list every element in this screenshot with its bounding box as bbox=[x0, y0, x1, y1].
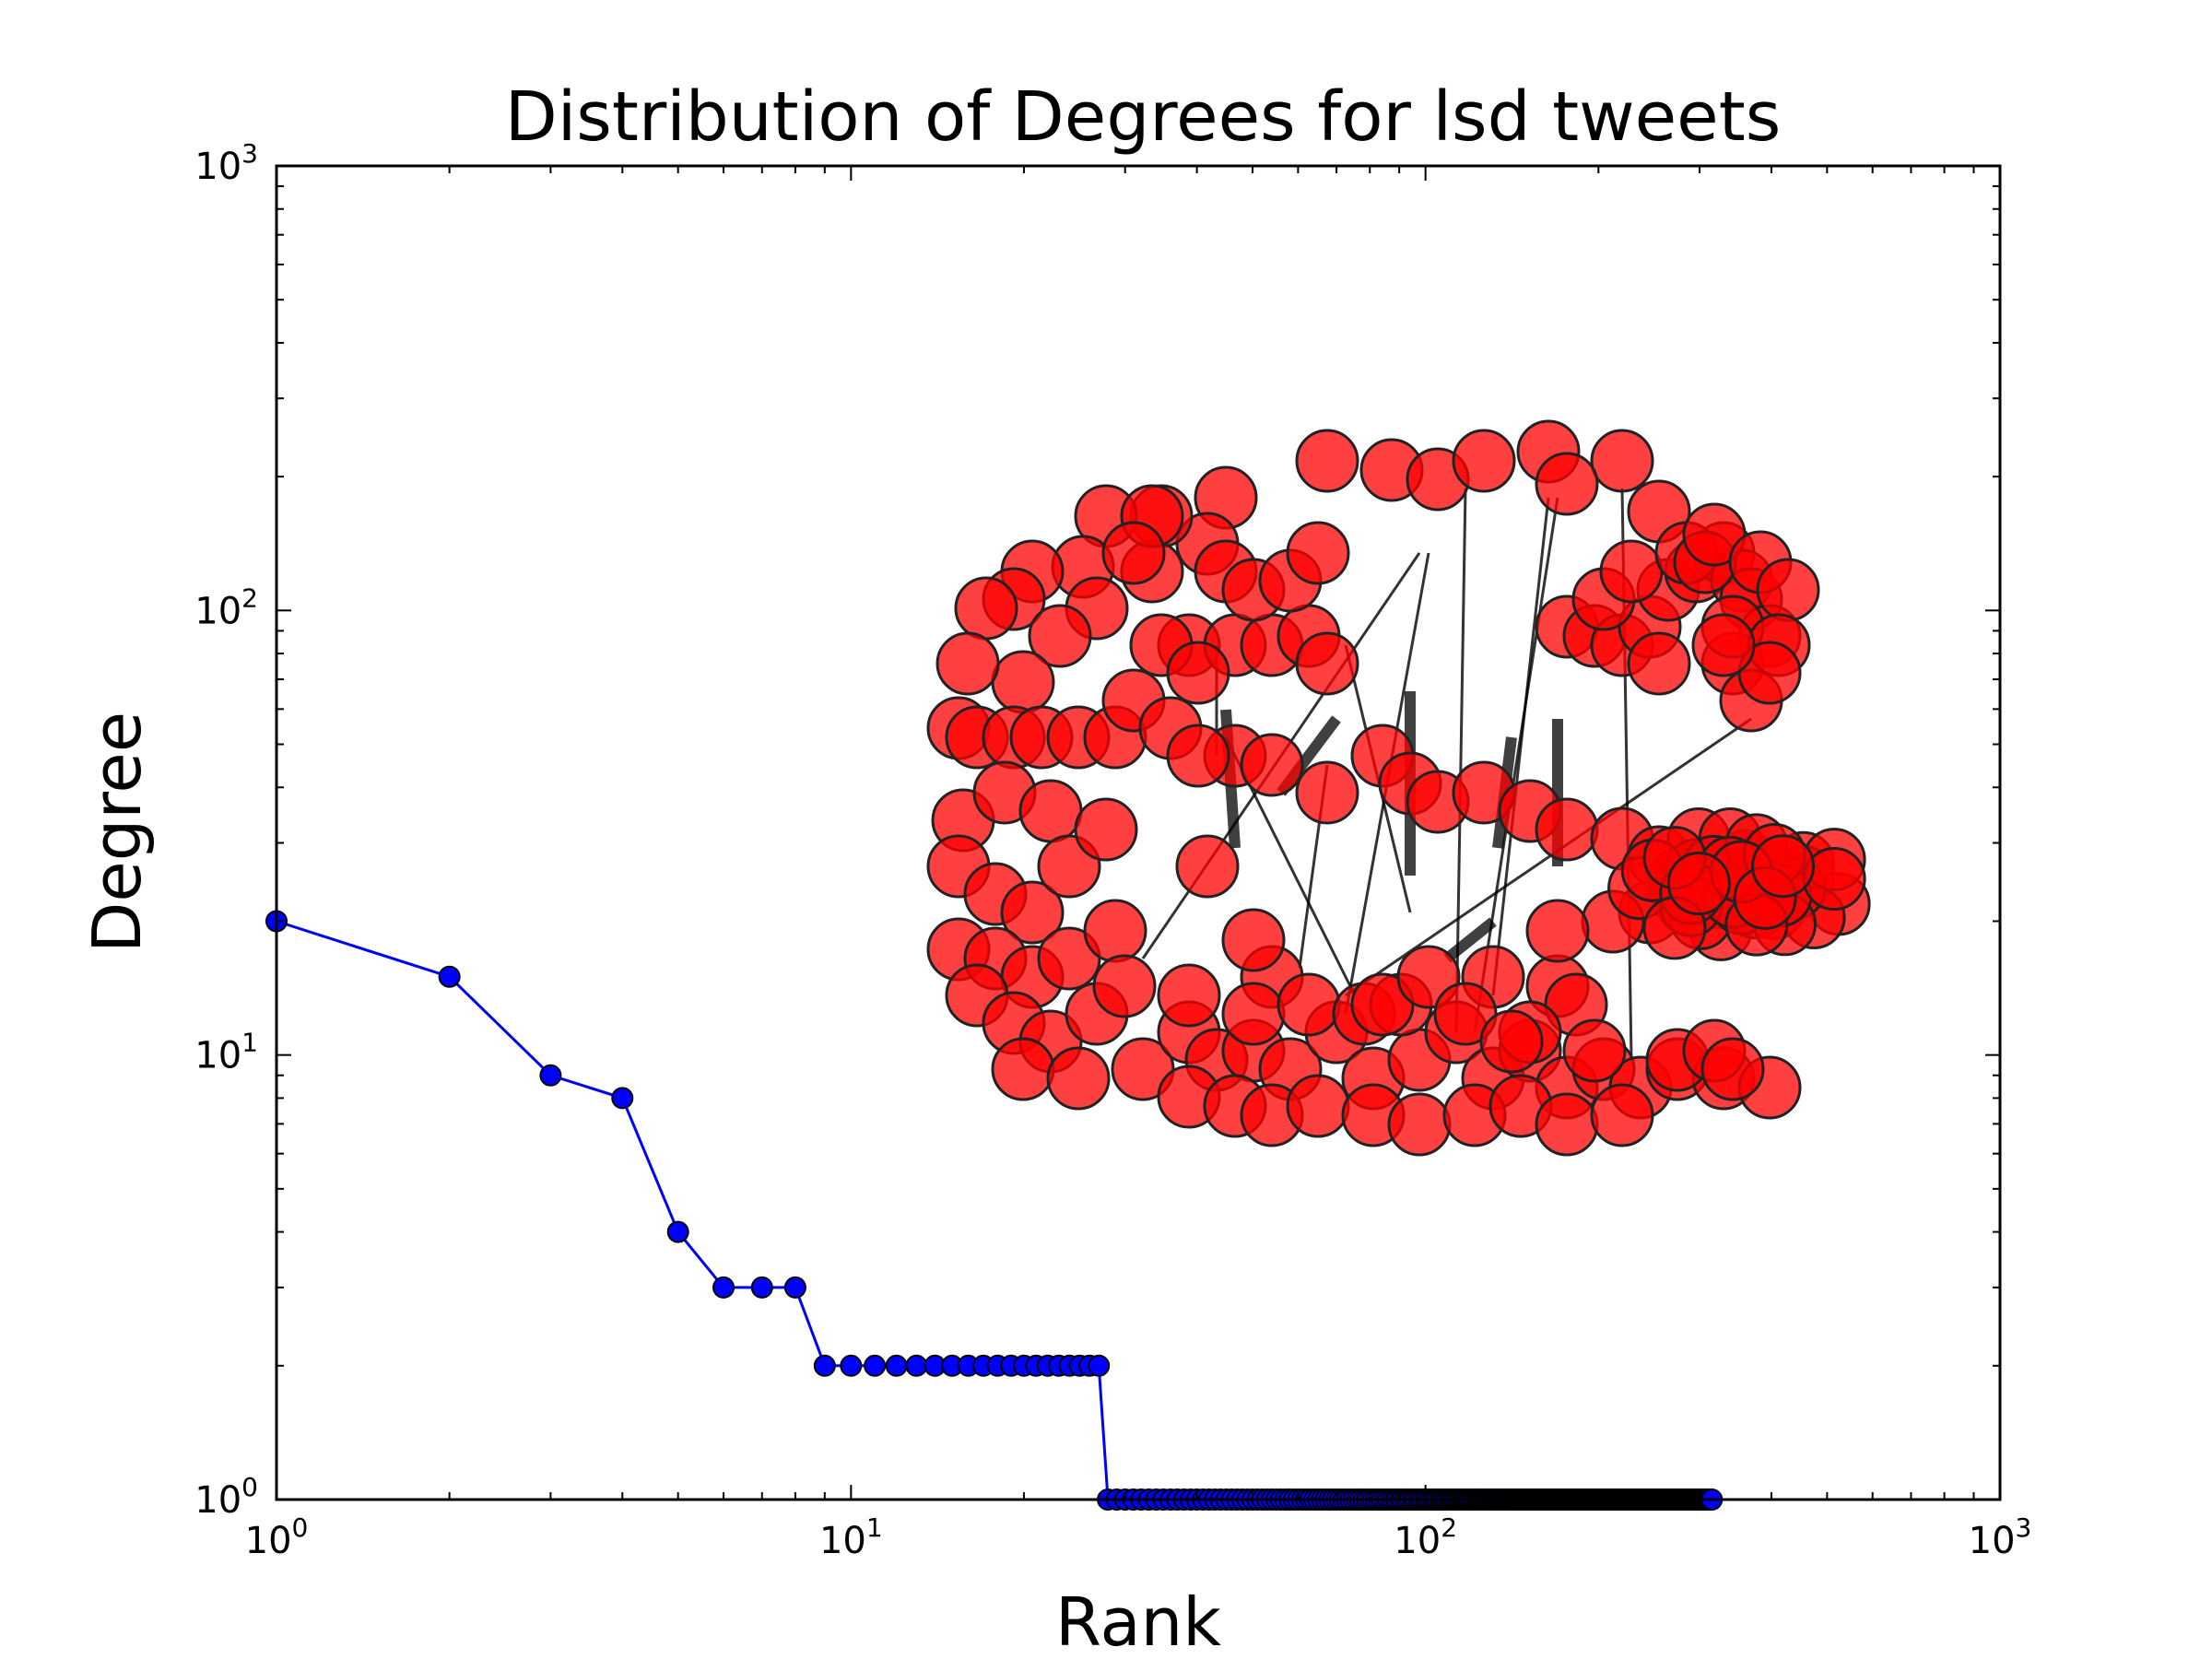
y-tick-label: 100 bbox=[194, 1472, 258, 1522]
graph-node bbox=[1295, 760, 1359, 825]
graph-node bbox=[1666, 852, 1731, 916]
graph-node bbox=[1295, 631, 1359, 696]
graph-node bbox=[1221, 908, 1286, 972]
graph-node bbox=[1590, 1083, 1654, 1147]
chart-title: Distribution of Degrees for lsd tweets bbox=[505, 77, 1782, 157]
graph-node bbox=[1525, 899, 1590, 963]
data-point bbox=[438, 965, 461, 988]
graph-node bbox=[1286, 1074, 1350, 1138]
graph-node bbox=[1452, 429, 1516, 493]
graph-node bbox=[991, 1037, 1055, 1101]
graph-edge bbox=[1454, 488, 1467, 1033]
graph-edge-arrow bbox=[1443, 917, 1497, 963]
x-axis-label: Rank bbox=[1055, 1583, 1221, 1659]
graph-node bbox=[991, 650, 1055, 714]
graph-node bbox=[1756, 558, 1820, 622]
graph-node bbox=[1691, 613, 1756, 677]
data-point bbox=[783, 1276, 806, 1299]
graph-node bbox=[1627, 631, 1691, 696]
y-axis-label: Degree bbox=[78, 712, 156, 953]
data-point bbox=[1088, 1354, 1111, 1377]
graph-node bbox=[1295, 429, 1359, 493]
graph-node bbox=[1387, 1092, 1452, 1157]
graph-node bbox=[1240, 733, 1304, 797]
graph-node bbox=[1535, 1092, 1599, 1157]
data-point bbox=[666, 1220, 689, 1243]
graph-node bbox=[1157, 963, 1221, 1028]
graph-node bbox=[1286, 521, 1350, 585]
y-tick-label: 102 bbox=[194, 582, 258, 632]
graph-edge bbox=[1473, 497, 1559, 1033]
data-point bbox=[750, 1276, 773, 1299]
data-point bbox=[712, 1276, 735, 1299]
data-point bbox=[840, 1354, 863, 1377]
graph-node bbox=[935, 631, 1000, 696]
data-point bbox=[539, 1064, 562, 1087]
graph-node bbox=[1535, 452, 1599, 516]
axis-ticks bbox=[276, 165, 2001, 1500]
y-tick-label: 101 bbox=[194, 1028, 258, 1077]
network-graph-inset bbox=[926, 419, 1871, 1157]
graph-node bbox=[1166, 641, 1230, 705]
graph-node bbox=[1751, 834, 1816, 899]
graph-node bbox=[1018, 779, 1083, 843]
data-point bbox=[864, 1354, 887, 1377]
graph-node bbox=[1092, 954, 1157, 1018]
graph-node bbox=[954, 576, 1018, 641]
graph-node bbox=[1277, 972, 1341, 1037]
data-point bbox=[905, 1354, 928, 1377]
graph-node bbox=[1000, 880, 1065, 945]
graph-node bbox=[1101, 521, 1166, 585]
plot-frame bbox=[275, 164, 2002, 1501]
graph-node bbox=[1166, 724, 1230, 788]
y-tick-label: 103 bbox=[194, 138, 258, 188]
graph-node bbox=[1074, 797, 1138, 862]
data-point bbox=[885, 1354, 908, 1377]
graph-node bbox=[1590, 429, 1654, 493]
graph-node bbox=[1535, 797, 1599, 862]
graph-node bbox=[1479, 1009, 1544, 1074]
graph-node bbox=[1562, 1018, 1627, 1083]
graph-node bbox=[1175, 834, 1240, 899]
graph-node bbox=[1046, 1046, 1111, 1111]
graph-node bbox=[1700, 1037, 1765, 1101]
data-point bbox=[611, 1087, 634, 1110]
graph-node bbox=[1028, 604, 1092, 668]
graph-node bbox=[1221, 982, 1286, 1046]
graph-node bbox=[1599, 539, 1664, 604]
graph-node bbox=[1083, 899, 1147, 963]
axis-tick-labels: 100 101 102 103 100 101 102 103 bbox=[194, 138, 2031, 1562]
x-tick-label: 100 bbox=[245, 1512, 309, 1562]
graph-edge bbox=[1491, 497, 1550, 996]
degree-series bbox=[265, 910, 1724, 1511]
x-tick-label: 101 bbox=[819, 1512, 883, 1562]
data-point bbox=[813, 1354, 836, 1377]
x-tick-label: 103 bbox=[1969, 1512, 2032, 1562]
x-tick-label: 102 bbox=[1394, 1512, 1457, 1562]
